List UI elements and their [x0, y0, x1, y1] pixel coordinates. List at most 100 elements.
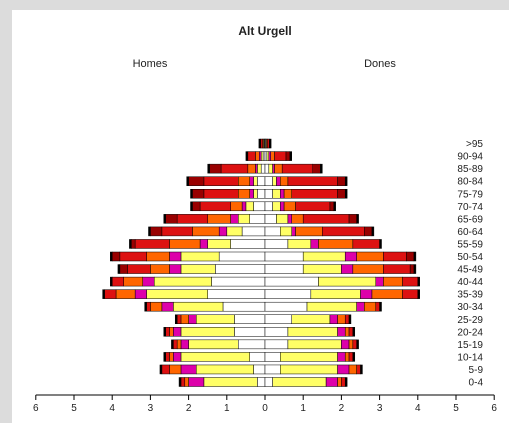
bar-segment-dones: [264, 377, 273, 387]
bar-segment-dones: [356, 364, 361, 375]
bar-segment-homes: [173, 327, 182, 337]
bar-segment-dones: [348, 327, 354, 337]
bar-segment-dones: [344, 352, 350, 362]
bar-segment-dones: [333, 201, 336, 212]
bar-segment-homes: [262, 151, 266, 161]
bar-segment-dones: [272, 377, 327, 387]
bar-segment-homes: [169, 352, 174, 362]
bar-segment-dones: [341, 264, 354, 274]
bar-segment-dones: [291, 226, 296, 237]
bar-segment-homes: [188, 339, 239, 350]
bar-segment-homes: [257, 377, 266, 387]
bar-segment-dones: [341, 377, 346, 387]
age-group-label: 75-79: [457, 189, 483, 200]
bar-segment-dones: [356, 214, 359, 224]
bar-segment-homes: [241, 226, 266, 237]
bar-segment-dones: [280, 226, 292, 237]
bar-segment-dones: [318, 276, 377, 287]
bar-segment-homes: [111, 276, 124, 287]
bar-segment-dones: [402, 276, 419, 287]
bar-segment-dones: [348, 339, 354, 350]
bar-segment-homes: [253, 201, 266, 212]
bar-segment-dones: [264, 264, 304, 274]
bar-segment-homes: [238, 214, 250, 224]
bar-segment-dones: [413, 251, 417, 262]
bar-segment-homes: [176, 339, 182, 350]
bar-segment-homes: [169, 251, 182, 262]
bar-segment-dones: [348, 214, 357, 224]
bar-segment-dones: [337, 377, 342, 387]
bar-segment-dones: [320, 163, 323, 174]
age-group-label: 45-49: [457, 265, 483, 276]
bar-segment-dones: [322, 226, 365, 237]
age-group-label: 35-39: [457, 290, 483, 301]
bar-segment-homes: [190, 189, 193, 199]
bar-segment-dones: [337, 314, 346, 324]
bar-segment-homes: [238, 339, 266, 350]
bar-segment-dones: [264, 201, 273, 212]
bar-segment-dones: [267, 138, 270, 149]
bar-segment-homes: [238, 189, 250, 199]
bar-segment-dones: [383, 276, 403, 287]
age-group-label: 30-34: [457, 302, 483, 313]
bar-segment-homes: [203, 176, 239, 186]
bar-segment-homes: [110, 276, 113, 287]
chart-panel: Alt Urgell Homes Dones 0-4 5-9 10-14 15-19 2…: [12, 10, 509, 423]
bar-segment-homes: [207, 214, 231, 224]
x-tick-label: 2: [339, 403, 345, 414]
bar-segment-homes: [226, 226, 243, 237]
bar-segment-homes: [190, 201, 193, 212]
bar-segment-homes: [163, 352, 166, 362]
bar-segment-homes: [110, 251, 113, 262]
bar-segment-dones: [272, 189, 281, 199]
bar-segment-homes: [188, 377, 205, 387]
bar-segment-dones: [360, 364, 363, 375]
bar-segment-dones: [264, 301, 308, 312]
age-group-label: 10-14: [457, 352, 483, 363]
bar-segment-dones: [325, 377, 338, 387]
bar-segment-dones: [272, 176, 277, 186]
bar-segment-dones: [274, 163, 283, 174]
bar-segment-homes: [146, 301, 151, 312]
bar-segment-dones: [272, 163, 275, 174]
age-group-label: 90-94: [457, 152, 483, 163]
bar-segment-homes: [104, 289, 117, 299]
bar-segment-homes: [173, 339, 178, 350]
bar-segment-homes: [129, 239, 132, 249]
bar-segment-dones: [264, 239, 289, 249]
bar-segment-dones: [409, 264, 415, 274]
bar-segment-dones: [417, 289, 420, 299]
bar-segment-dones: [337, 189, 346, 199]
age-group-label: 40-44: [457, 277, 483, 288]
bar-segment-dones: [276, 214, 289, 224]
x-tick-label: 5: [453, 403, 459, 414]
bar-segment-homes: [207, 163, 210, 174]
pyramid-bars: [102, 138, 420, 387]
bar-segment-homes: [220, 163, 249, 174]
bar-segment-homes: [249, 189, 254, 199]
bar-segment-homes: [245, 151, 249, 161]
bar-segment-dones: [283, 189, 292, 199]
bar-segment-homes: [123, 276, 144, 287]
bar-segment-homes: [178, 377, 182, 387]
bar-segment-homes: [165, 352, 170, 362]
age-group-label: >95: [466, 139, 483, 150]
bar-segment-dones: [295, 201, 331, 212]
bar-segment-dones: [264, 189, 273, 199]
bar-segment-dones: [302, 251, 346, 262]
bar-segment-homes: [207, 289, 266, 299]
bar-segment-homes: [169, 264, 182, 274]
x-tick-label: 0: [262, 403, 268, 414]
x-tick-label: 6: [491, 403, 497, 414]
bar-segment-homes: [148, 226, 151, 237]
bar-segment-dones: [348, 364, 357, 375]
bar-segment-homes: [119, 264, 128, 274]
bar-segment-dones: [352, 352, 356, 362]
bar-segment-dones: [348, 314, 352, 324]
bar-segment-homes: [257, 176, 266, 186]
bar-segment-homes: [180, 264, 216, 274]
bar-segment-dones: [264, 176, 273, 186]
bar-segment-homes: [253, 189, 258, 199]
bar-segment-dones: [264, 339, 289, 350]
